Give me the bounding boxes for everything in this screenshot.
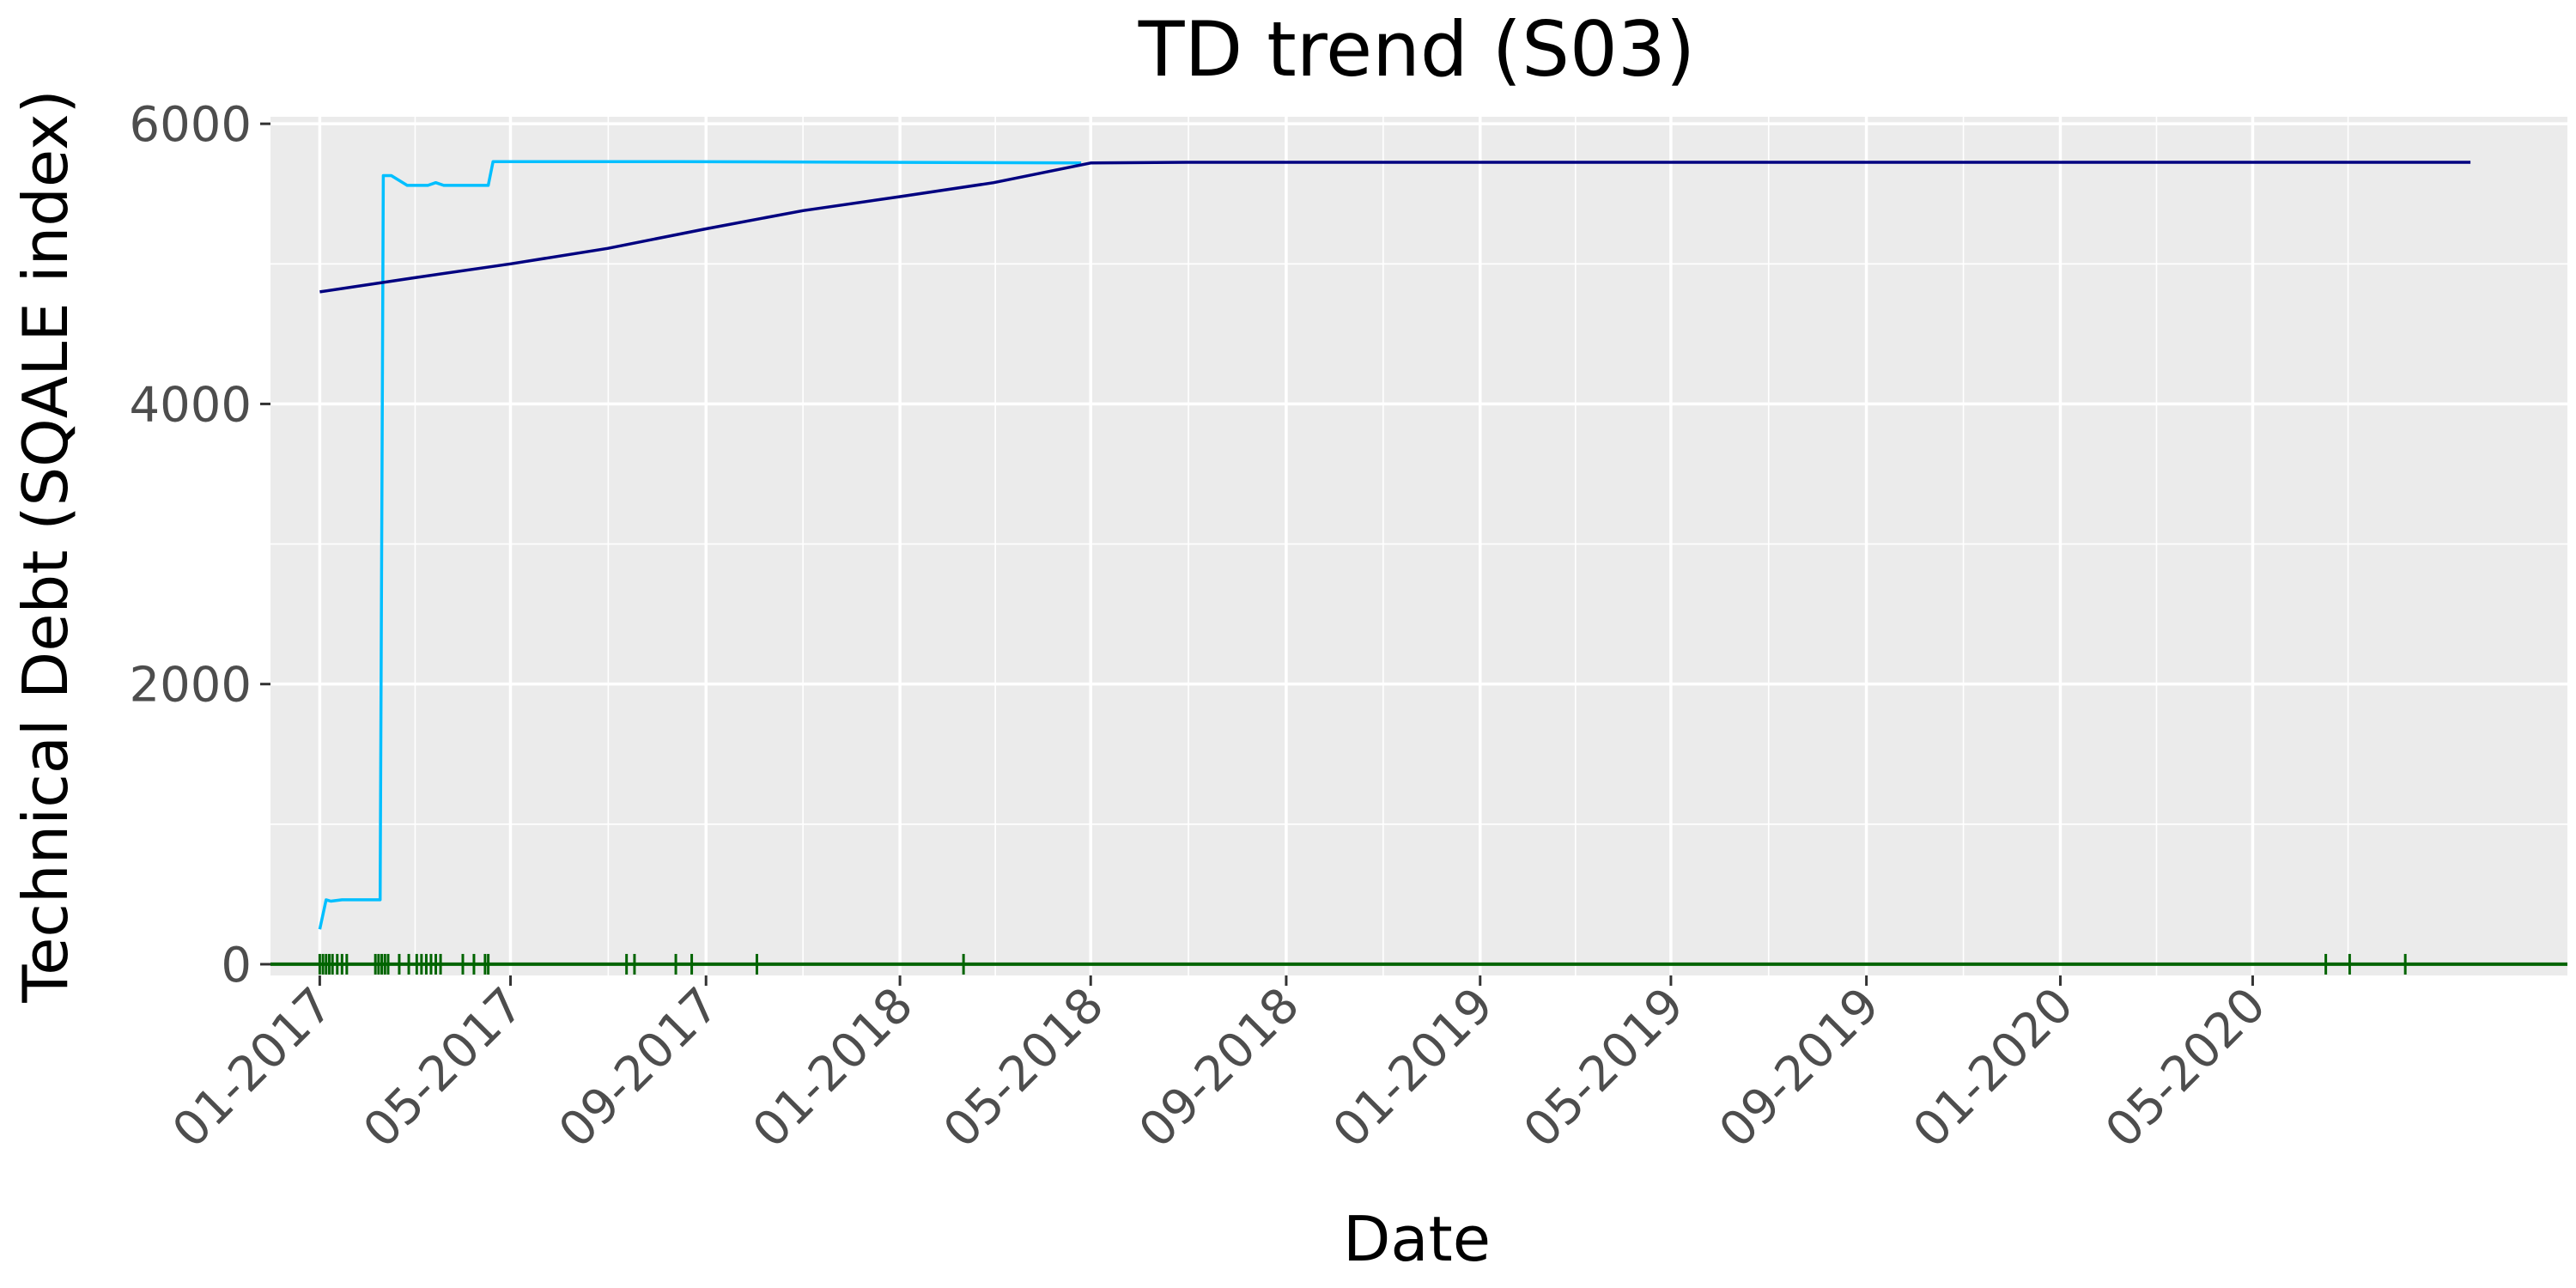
series-line	[318, 160, 1082, 930]
y-tick-label: 0	[221, 938, 252, 993]
y-tick-labels: 0 2000 4000 6000	[129, 97, 252, 993]
x-tick-label: 05-2019	[1513, 977, 1694, 1158]
x-tick-label: 01-2018	[743, 977, 924, 1158]
y-tick-label: 6000	[129, 97, 252, 153]
x-tick-label: 09-2018	[1128, 977, 1309, 1158]
grid-minor	[270, 117, 2567, 975]
y-tick-label: 4000	[129, 377, 252, 433]
x-tick-label: 05-2017	[353, 977, 534, 1158]
x-tick-label: 05-2018	[933, 977, 1115, 1158]
series-layer	[270, 160, 2567, 966]
x-tick-label: 05-2020	[2095, 977, 2276, 1158]
series-line	[319, 161, 2471, 294]
x-tick-label: 09-2019	[1709, 977, 1890, 1158]
x-tick-label: 01-2019	[1322, 977, 1504, 1158]
axis-ticks	[260, 122, 2254, 986]
x-tick-label: 01-2017	[162, 977, 343, 1158]
y-axis-title: Technical Debt (SQALE index)	[9, 89, 82, 1003]
x-tick-labels: 01-2017 05-2017 09-2017 01-2018 05-2018 09-20…	[162, 977, 2276, 1158]
x-axis-title: Date	[1343, 1203, 1491, 1275]
y-tick-label: 2000	[129, 658, 252, 714]
chart-title: TD trend (S03)	[1138, 5, 1695, 94]
x-tick-label: 09-2017	[549, 977, 730, 1158]
plot-panel	[270, 117, 2567, 975]
x-tick-label: 01-2020	[1903, 977, 2084, 1158]
rug-layer	[318, 953, 2407, 975]
